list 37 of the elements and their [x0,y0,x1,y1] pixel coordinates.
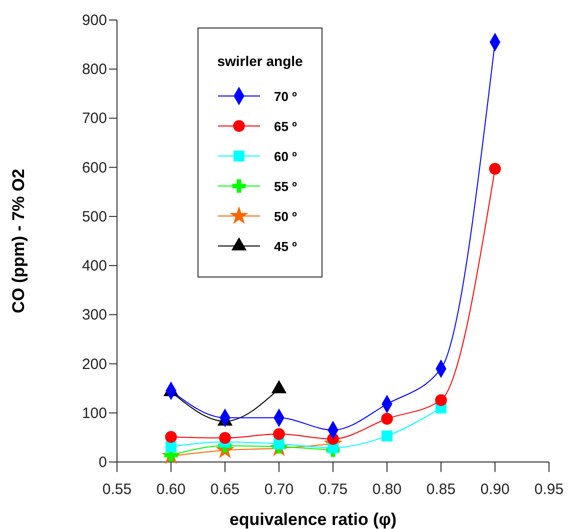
x-tick-label: 0.70 [264,481,294,498]
y-tick-label: 300 [82,306,107,324]
y-tick-label: 800 [82,61,107,78]
y-tick-label: 200 [82,356,107,373]
point [273,428,285,440]
y-tick-label: 500 [82,208,107,226]
legend-label: 60 º [274,149,298,164]
x-tick-label: 0.95 [534,481,564,498]
y-tick-label: 900 [82,12,107,29]
point [219,432,231,444]
y-tick-label: 0 [98,454,107,471]
y-tick-label: 700 [82,110,107,128]
legend-label: 55 º [274,179,298,194]
legend-label: 50 º [274,209,298,224]
point [489,162,501,175]
y-axis-title: CO (ppm) - 7% O2 [9,168,28,314]
point [166,441,176,452]
legend-label: 70 º [274,89,298,104]
point [165,431,177,443]
x-tick-label: 0.90 [480,481,510,498]
x-tick-label: 0.85 [426,481,456,498]
point [435,394,447,406]
point [274,438,284,450]
x-tick-label: 0.80 [372,481,402,498]
point [382,430,392,442]
legend-title: swirler angle [217,53,304,69]
legend-label: 65 º [274,119,298,134]
y-tick-label: 600 [82,159,107,176]
x-tick-label: 0.75 [318,481,348,498]
x-axis-title: equivalence ratio (φ) [229,510,397,529]
x-tick-label: 0.65 [210,481,240,498]
point [381,412,393,425]
y-tick-label: 400 [82,258,107,275]
y-tick-label: 100 [82,404,107,422]
x-tick-label: 0.60 [156,481,186,498]
legend-label: 45 º [274,239,298,254]
x-tick-label: 0.55 [102,481,132,498]
